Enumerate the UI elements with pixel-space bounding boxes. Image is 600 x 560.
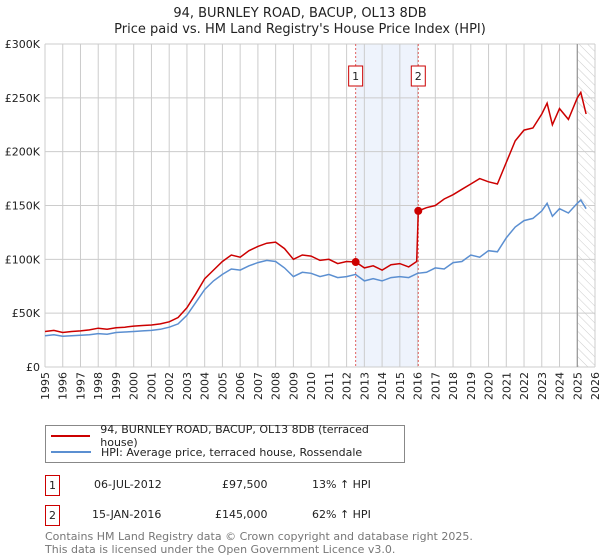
x-tick-label: 2007: [252, 372, 265, 400]
x-tick-label: 2000: [128, 372, 141, 400]
footer: Contains HM Land Registry data © Crown c…: [45, 530, 473, 556]
x-tick-label: 2023: [536, 372, 549, 400]
x-tick-label: 2011: [323, 372, 336, 400]
transaction-date: 15-JAN-2016: [92, 508, 162, 521]
transaction-marker: 1: [45, 475, 60, 496]
sale-point: [414, 206, 423, 215]
sale-marker-label: 1: [352, 70, 359, 83]
sale-marker-box: [410, 65, 426, 87]
transaction-marker: 2: [45, 505, 60, 526]
sale-marker-label: 2: [415, 70, 422, 83]
legend-label: HPI: Average price, terraced house, Ross…: [101, 445, 363, 459]
transaction-hpi: 62% ↑ HPI: [312, 508, 371, 521]
chart-title: 94, BURNLEY ROAD, BACUP, OL13 8DB: [173, 6, 427, 21]
x-tick-label: 2016: [412, 372, 425, 400]
y-tick-label: £100K: [5, 253, 41, 266]
x-tick-label: 2024: [554, 372, 567, 400]
sale-marker-box: [348, 65, 364, 87]
y-tick-label: £300K: [5, 38, 41, 51]
x-tick-label: 2009: [287, 372, 300, 400]
x-tick-label: 1996: [57, 372, 70, 400]
legend: 94, BURNLEY ROAD, BACUP, OL13 8DB (terra…: [45, 423, 405, 463]
plot-area: 1995 1996 1997 1998 1999 2000 2001 2002 2003 2004…: [5, 38, 600, 400]
x-tick-label: 1999: [110, 372, 123, 400]
x-tick-label: 2010: [305, 372, 318, 400]
x-tick-label: 2022: [518, 372, 531, 400]
transaction-hpi: 13% ↑ HPI: [312, 478, 371, 491]
x-tick-label: 2018: [447, 372, 460, 400]
y-tick-label: £50K: [12, 307, 41, 320]
x-tick-label: 2025: [571, 372, 584, 400]
x-tick-label: 2001: [145, 372, 158, 400]
x-tick-label: 2021: [500, 372, 513, 400]
x-tick-label: 2002: [163, 372, 176, 400]
legend-swatch-blue: [51, 451, 91, 453]
x-tick-label: 2003: [181, 372, 194, 400]
legend-item-hpi: HPI: Average price, terraced house, Ross…: [46, 444, 362, 460]
footer-copyright: Contains HM Land Registry data © Crown c…: [45, 530, 473, 543]
y-tick-label: £0: [26, 361, 40, 374]
x-tick-label: 2004: [199, 372, 212, 400]
y-tick-label: £200K: [5, 146, 41, 159]
x-tick-label: 2006: [234, 372, 247, 400]
x-tick-label: 2017: [429, 372, 442, 400]
transaction-price: £97,500: [222, 478, 268, 491]
x-tick-label: 2026: [589, 372, 600, 400]
x-tick-label: 1998: [92, 372, 105, 400]
x-tick-label: 2019: [465, 372, 478, 400]
x-tick-label: 2008: [270, 372, 283, 400]
legend-label: 94, BURNLEY ROAD, BACUP, OL13 8DB (terra…: [100, 423, 369, 449]
x-tick-label: 2012: [341, 372, 354, 400]
x-tick-label: 2013: [358, 372, 371, 400]
x-tick-label: 2005: [216, 372, 229, 400]
footer-licence: This data is licensed under the Open Gov…: [45, 543, 396, 556]
x-tick-label: 2015: [394, 372, 407, 400]
transaction-date: 06-JUL-2012: [94, 478, 162, 491]
legend-swatch-red: [51, 435, 91, 437]
x-tick-label: 2014: [376, 372, 389, 400]
y-tick-label: £150K: [5, 200, 41, 213]
series-line: [44, 90, 587, 334]
x-tick-label: 1995: [39, 372, 52, 400]
transaction-row: 1 06-JUL-2012 £97,500 13% ↑ HPI: [45, 475, 405, 496]
legend-item-property: 94, BURNLEY ROAD, BACUP, OL13 8DB (terra…: [46, 423, 404, 449]
sale-point: [351, 258, 360, 267]
y-tick-label: £250K: [5, 92, 41, 105]
x-tick-label: 2020: [483, 372, 496, 400]
x-tick-label: 1997: [74, 372, 87, 400]
series-line: [44, 198, 587, 338]
transaction-row: 2 15-JAN-2016 £145,000 62% ↑ HPI: [45, 505, 405, 526]
chart-subtitle: Price paid vs. HM Land Registry's House …: [114, 22, 486, 37]
transaction-price: £145,000: [215, 508, 268, 521]
